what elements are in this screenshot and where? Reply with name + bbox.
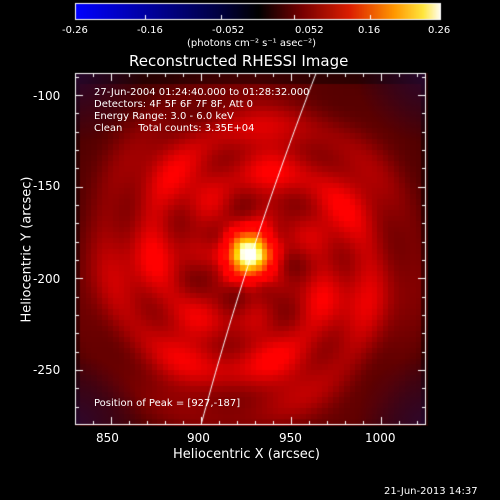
peak-position-label: Position of Peak = [927,-187] xyxy=(94,398,241,409)
y-tick-label: -150 xyxy=(33,179,61,193)
clean-counts-label: Clean Total counts: 3.35E+04 xyxy=(94,123,255,134)
y-tick-label: -100 xyxy=(33,89,61,103)
time-range-label: 27-Jun-2004 01:24:40.000 to 01:28:32.000 xyxy=(94,87,310,98)
colorbar-tick-2: -0.16 xyxy=(137,25,163,36)
x-tick-label: 1000 xyxy=(365,431,396,445)
x-tick-label: 900 xyxy=(187,431,210,445)
colorbar-tick-6: 0.26 xyxy=(428,25,451,36)
colorbar-tick-4: 0.052 xyxy=(295,25,324,36)
timestamp-label: 21-Jun-2013 14:37 xyxy=(384,486,478,497)
detectors-label: Detectors: 4F 5F 6F 7F 8F, Att 0 xyxy=(94,99,254,110)
y-axis-title: Heliocentric Y (arcsec) xyxy=(19,176,35,323)
x-axis-title: Heliocentric X (arcsec) xyxy=(173,447,320,462)
x-tick-label: 850 xyxy=(96,431,119,445)
y-tick-label: -200 xyxy=(33,272,61,286)
y-tick-label: -250 xyxy=(33,363,61,377)
energy-range-label: Energy Range: 3.0 - 6.0 keV xyxy=(94,111,234,122)
colorbar-tick-3: -0.052 xyxy=(212,25,245,36)
colorbar-tick-5: 0.16 xyxy=(358,25,381,36)
colorbar-tick-1: -0.26 xyxy=(62,25,88,36)
colorbar-units: (photons cm⁻² s⁻¹ asec⁻²) xyxy=(187,38,317,49)
plot-title: Reconstructed RHESSI Image xyxy=(129,52,349,70)
x-tick-label: 950 xyxy=(279,431,302,445)
